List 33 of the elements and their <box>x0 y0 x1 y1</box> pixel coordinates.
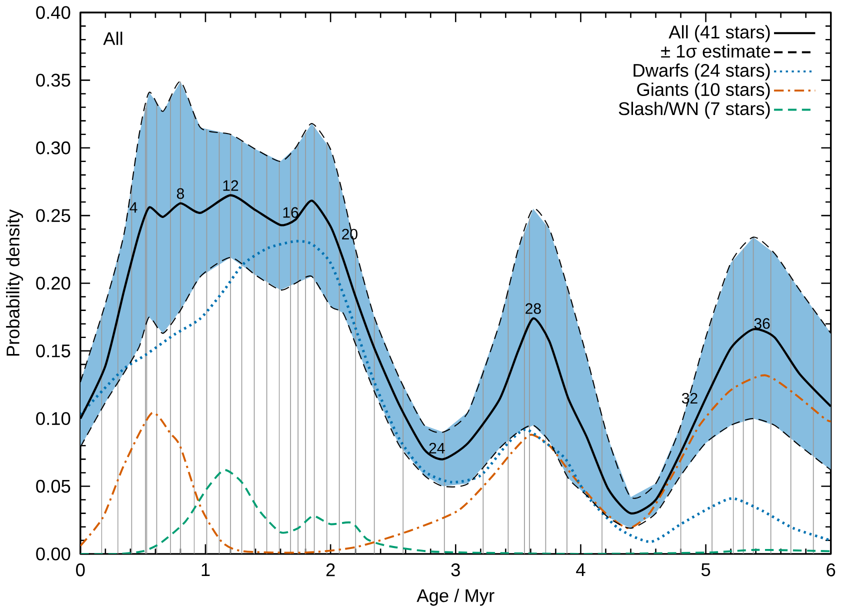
annotation: 24 <box>429 442 445 454</box>
y-tick-label: 0.05 <box>36 480 70 493</box>
y-tick-label: 0.15 <box>36 344 70 358</box>
y-tick-label: 0.25 <box>36 209 70 222</box>
annotation: 4 <box>130 202 138 213</box>
y-tick-label: 0.35 <box>36 74 70 87</box>
x-axis-title: Age / Myr <box>416 588 494 606</box>
x-tick-label: 2 <box>326 564 335 576</box>
annotation: All <box>103 32 122 46</box>
annotation: 20 <box>342 228 358 240</box>
legend-label: Giants (10 stars) <box>637 82 770 100</box>
annotation: 12 <box>223 180 238 191</box>
annotation: 28 <box>526 303 541 314</box>
y-tick-label: 0.30 <box>36 142 70 154</box>
x-tick-label: 1 <box>202 564 210 576</box>
annotation: 36 <box>754 318 770 329</box>
annotation: 16 <box>283 207 298 218</box>
legend-label: All (41 stars) <box>668 25 770 42</box>
annotation: 8 <box>176 188 184 199</box>
y-tick-label: 0.00 <box>36 548 70 560</box>
annotation: 32 <box>682 393 698 404</box>
y-tick-label: 0.20 <box>36 276 70 290</box>
legend-label: Slash/WN (7 stars) <box>618 102 770 119</box>
y-axis-title: Probability density <box>6 209 24 356</box>
y-tick-label: 0.10 <box>36 412 70 426</box>
x-tick-label: 0 <box>76 564 85 576</box>
x-tick-label: 4 <box>576 564 586 576</box>
y-tick-label: 0.40 <box>36 6 70 20</box>
legend-label: Dwarfs (24 stars) <box>634 64 770 81</box>
x-tick-label: 5 <box>701 564 710 576</box>
x-tick-label: 6 <box>826 564 836 576</box>
legend-label: ± 1σ estimate <box>661 44 770 58</box>
x-tick-label: 3 <box>451 564 460 576</box>
